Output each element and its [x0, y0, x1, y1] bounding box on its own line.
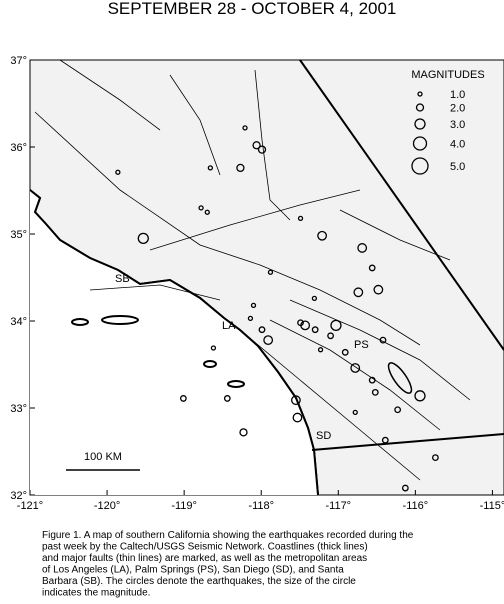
earthquake	[311, 295, 318, 302]
earthquake	[317, 347, 324, 353]
caption-line: of Los Angeles (LA), Palm Springs (PS), …	[42, 565, 344, 576]
earthquake	[350, 363, 361, 373]
legend-symbol	[415, 103, 425, 112]
place-label: SD	[316, 430, 331, 442]
legend-label: 2.0	[450, 103, 465, 115]
earthquake	[291, 395, 301, 406]
island	[227, 380, 245, 388]
caption-line: Figure 1. A map of southern California s…	[42, 530, 414, 541]
earthquake	[352, 409, 358, 416]
earthquake	[242, 125, 248, 131]
island	[71, 318, 89, 326]
earthquake	[223, 395, 231, 402]
legend-symbol	[411, 157, 429, 175]
earthquake	[204, 209, 210, 215]
earthquake	[327, 332, 334, 340]
earthquake	[210, 345, 217, 351]
legend-label: 4.0	[450, 139, 465, 151]
state-border	[299, 59, 504, 351]
place-label: LA	[222, 320, 236, 332]
earthquake	[137, 232, 149, 245]
earthquake	[432, 454, 439, 461]
earthquake	[115, 169, 121, 175]
legend-symbol	[412, 136, 428, 151]
earthquake	[401, 484, 409, 492]
earthquake	[250, 302, 257, 308]
earthquake	[292, 412, 303, 423]
salton-sea	[387, 362, 413, 394]
earthquake	[198, 205, 204, 211]
x-tick-label: -119°	[171, 500, 197, 512]
earthquake	[257, 145, 267, 154]
earthquake	[379, 336, 387, 344]
earthquake	[330, 319, 342, 332]
map-base	[29, 59, 504, 496]
x-tick-label: -120°	[94, 500, 120, 512]
earthquake	[300, 320, 311, 331]
caption-line: and major faults (thin lines) are marked…	[42, 553, 367, 564]
title: SEPTEMBER 28 - OCTOBER 4, 2001	[108, 0, 397, 18]
x-tick-label: -116°	[403, 500, 429, 512]
earthquake	[207, 165, 214, 171]
faults	[34, 59, 471, 481]
caption-line: Barbara (SB). The circles denote the ear…	[42, 576, 356, 587]
island	[101, 315, 139, 325]
earthquake	[381, 436, 389, 444]
earthquake	[179, 395, 187, 402]
place-label: SB	[115, 273, 130, 285]
legend-symbol	[414, 118, 426, 130]
y-tick-label: 35°	[10, 229, 27, 241]
legend-label: 3.0	[450, 119, 465, 131]
earthquake	[371, 388, 379, 396]
y-tick-label: 36°	[10, 142, 27, 154]
x-tick-label: -117°	[325, 500, 351, 512]
y-tick-label: 33°	[10, 403, 27, 415]
scale-label: 100 KM	[84, 451, 122, 463]
earthquake	[357, 243, 368, 253]
earthquake	[353, 287, 364, 298]
earthquake	[263, 335, 274, 346]
earthquake	[394, 406, 402, 414]
earthquake	[317, 230, 328, 241]
earthquake	[247, 315, 254, 322]
legend-label: 5.0	[450, 161, 465, 173]
caption-line: past week by the Caltech/USGS Seismic Ne…	[42, 542, 368, 553]
x-tick-label: -118°	[248, 500, 274, 512]
ocean	[30, 190, 318, 495]
earthquake	[252, 141, 261, 150]
x-tick-label: -121°	[17, 500, 43, 512]
y-tick-label: 32°	[10, 490, 27, 502]
legend-title: MAGNITUDES	[411, 69, 484, 81]
place-label: PS	[354, 339, 369, 351]
y-tick-label: 34°	[10, 316, 27, 328]
island	[203, 360, 217, 368]
earthquake	[368, 376, 376, 384]
earthquake	[311, 326, 319, 334]
earthquake	[258, 326, 266, 334]
coastline	[29, 189, 319, 496]
earthquake	[267, 269, 274, 275]
legend-label: 1.0	[450, 89, 465, 101]
y-tick-label: 37°	[10, 55, 27, 67]
caption-line: indicates the magnitude.	[42, 588, 150, 599]
earthquake	[297, 215, 304, 221]
earthquake	[341, 348, 349, 356]
x-tick-label: -115°	[480, 500, 504, 512]
earthquake	[414, 390, 426, 402]
mexico-border	[311, 433, 504, 451]
earthquake	[373, 284, 384, 295]
earthquake	[236, 163, 245, 173]
legend-symbol	[417, 91, 423, 97]
earthquake	[368, 264, 376, 272]
earthquake	[239, 428, 248, 437]
